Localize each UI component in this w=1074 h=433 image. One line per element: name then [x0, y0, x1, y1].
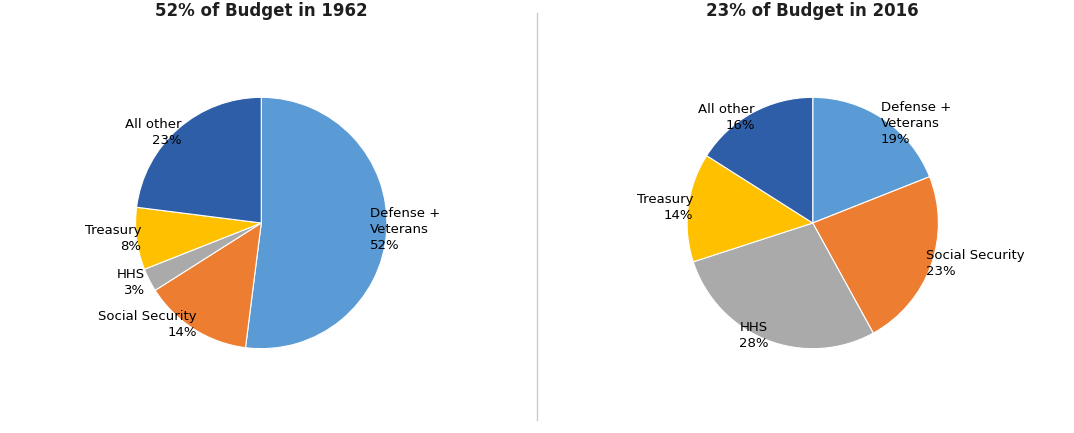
- Text: Treasury
8%: Treasury 8%: [85, 223, 142, 252]
- Wedge shape: [155, 223, 261, 348]
- Text: Defense +
Veterans
52%: Defense + Veterans 52%: [369, 207, 440, 252]
- Title: Military-Related Expenditures Consume
23% of Budget in 2016: Military-Related Expenditures Consume 23…: [627, 0, 999, 20]
- Wedge shape: [144, 223, 261, 291]
- Wedge shape: [693, 223, 873, 349]
- Text: Social Security
14%: Social Security 14%: [98, 310, 197, 339]
- Text: Defense +
Veterans
19%: Defense + Veterans 19%: [881, 101, 950, 146]
- Text: HHS
3%: HHS 3%: [117, 268, 145, 297]
- Wedge shape: [707, 97, 813, 223]
- Title: Military-Related Expenditures Consume
52% of Budget in 1962: Military-Related Expenditures Consume 52…: [75, 0, 447, 20]
- Wedge shape: [687, 155, 813, 262]
- Wedge shape: [813, 177, 939, 333]
- Wedge shape: [246, 97, 387, 349]
- Text: Treasury
14%: Treasury 14%: [637, 194, 693, 223]
- Wedge shape: [813, 97, 930, 223]
- Wedge shape: [136, 97, 261, 223]
- Text: All other
23%: All other 23%: [125, 118, 182, 147]
- Text: HHS
28%: HHS 28%: [739, 321, 768, 350]
- Text: Social Security
23%: Social Security 23%: [926, 249, 1025, 278]
- Wedge shape: [135, 207, 261, 269]
- Text: All other
16%: All other 16%: [698, 103, 755, 132]
